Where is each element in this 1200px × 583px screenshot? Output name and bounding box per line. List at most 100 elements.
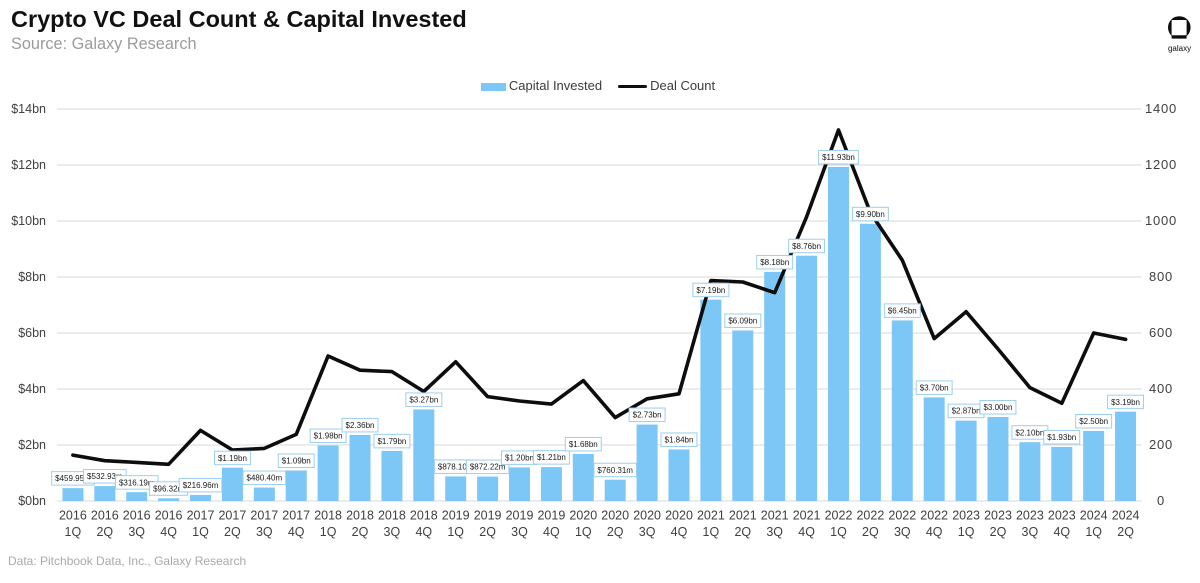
svg-text:3Q: 3Q (639, 525, 656, 539)
svg-text:$2.10bn: $2.10bn (1015, 428, 1044, 437)
svg-text:2019: 2019 (537, 509, 565, 523)
svg-text:$2.36bn: $2.36bn (346, 421, 375, 430)
svg-text:2023: 2023 (984, 509, 1012, 523)
svg-text:2017: 2017 (218, 509, 246, 523)
svg-text:2016: 2016 (91, 509, 119, 523)
svg-text:2024: 2024 (1080, 509, 1108, 523)
svg-text:$6.45bn: $6.45bn (888, 307, 917, 316)
svg-text:3Q: 3Q (894, 525, 911, 539)
svg-text:2023: 2023 (1048, 509, 1076, 523)
svg-text:2020: 2020 (569, 509, 597, 523)
svg-text:2016: 2016 (123, 509, 151, 523)
svg-text:1Q: 1Q (830, 525, 847, 539)
svg-text:$9.90bn: $9.90bn (856, 210, 885, 219)
svg-text:4Q: 4Q (1053, 525, 1070, 539)
svg-text:600: 600 (1149, 325, 1173, 340)
svg-text:$1.20bn: $1.20bn (505, 454, 534, 463)
svg-text:4Q: 4Q (415, 525, 432, 539)
svg-text:$1.79bn: $1.79bn (377, 437, 406, 446)
svg-text:2Q: 2Q (734, 525, 751, 539)
svg-text:$0bn: $0bn (18, 494, 46, 508)
svg-text:1200: 1200 (1145, 157, 1177, 172)
svg-text:2018: 2018 (314, 509, 342, 523)
svg-text:2Q: 2Q (862, 525, 879, 539)
svg-text:$2.73bn: $2.73bn (633, 411, 662, 420)
svg-text:2019: 2019 (442, 509, 470, 523)
svg-text:2018: 2018 (378, 509, 406, 523)
svg-text:2016: 2016 (155, 509, 183, 523)
svg-text:0: 0 (1157, 493, 1165, 508)
svg-text:1Q: 1Q (575, 525, 592, 539)
svg-text:$10bn: $10bn (11, 214, 46, 228)
svg-text:2023: 2023 (1016, 509, 1044, 523)
svg-text:$3.19bn: $3.19bn (1111, 398, 1140, 407)
svg-text:4Q: 4Q (671, 525, 688, 539)
svg-text:2Q: 2Q (607, 525, 624, 539)
svg-text:2Q: 2Q (1117, 525, 1134, 539)
svg-text:2020: 2020 (601, 509, 629, 523)
svg-text:$480.40m: $480.40m (247, 474, 283, 483)
svg-text:$216.96m: $216.96m (183, 481, 219, 490)
svg-text:$2.50bn: $2.50bn (1079, 417, 1108, 426)
svg-text:2018: 2018 (346, 509, 374, 523)
svg-text:2017: 2017 (282, 509, 310, 523)
svg-text:$2.87bn: $2.87bn (952, 407, 981, 416)
svg-text:2021: 2021 (793, 509, 821, 523)
svg-text:$2bn: $2bn (18, 438, 46, 452)
svg-text:1Q: 1Q (447, 525, 464, 539)
svg-text:2022: 2022 (888, 509, 916, 523)
svg-text:2016: 2016 (59, 509, 87, 523)
svg-text:800: 800 (1149, 269, 1173, 284)
svg-text:4Q: 4Q (543, 525, 560, 539)
svg-text:2022: 2022 (825, 509, 853, 523)
svg-text:2022: 2022 (920, 509, 948, 523)
svg-text:$11.93bn: $11.93bn (822, 153, 855, 162)
svg-text:2Q: 2Q (352, 525, 369, 539)
svg-text:2024: 2024 (1112, 509, 1140, 523)
svg-text:$3.27bn: $3.27bn (409, 396, 438, 405)
svg-text:2022: 2022 (856, 509, 884, 523)
svg-text:$878.10m: $878.10m (438, 463, 474, 472)
svg-text:1Q: 1Q (192, 525, 209, 539)
svg-text:2Q: 2Q (224, 525, 241, 539)
svg-text:$1.68bn: $1.68bn (569, 440, 598, 449)
svg-text:2021: 2021 (761, 509, 789, 523)
svg-text:4Q: 4Q (926, 525, 943, 539)
svg-text:200: 200 (1149, 437, 1173, 452)
svg-text:$3.00bn: $3.00bn (983, 403, 1012, 412)
svg-text:4Q: 4Q (798, 525, 815, 539)
svg-text:1Q: 1Q (958, 525, 975, 539)
svg-text:galaxy: galaxy (1168, 44, 1191, 53)
svg-text:$12bn: $12bn (11, 158, 46, 172)
svg-text:400: 400 (1149, 381, 1173, 396)
svg-text:3Q: 3Q (1022, 525, 1039, 539)
svg-text:2021: 2021 (697, 509, 725, 523)
svg-text:1Q: 1Q (65, 525, 82, 539)
svg-text:3Q: 3Q (256, 525, 273, 539)
svg-text:3Q: 3Q (384, 525, 401, 539)
svg-text:$4bn: $4bn (18, 382, 46, 396)
svg-text:$3.70bn: $3.70bn (920, 384, 949, 393)
svg-text:$532.93m: $532.93m (87, 472, 123, 481)
svg-text:2019: 2019 (474, 509, 502, 523)
svg-text:2021: 2021 (729, 509, 757, 523)
svg-text:1000: 1000 (1145, 213, 1177, 228)
svg-text:$96.32m: $96.32m (153, 484, 184, 493)
svg-text:$14bn: $14bn (11, 102, 46, 116)
svg-text:3Q: 3Q (128, 525, 145, 539)
svg-text:$1.84bn: $1.84bn (665, 436, 694, 445)
svg-text:$760.31m: $760.31m (597, 466, 633, 475)
svg-text:2017: 2017 (250, 509, 278, 523)
svg-text:2Q: 2Q (96, 525, 113, 539)
svg-text:1Q: 1Q (1085, 525, 1102, 539)
svg-text:$459.95m: $459.95m (55, 474, 91, 483)
svg-text:$6bn: $6bn (18, 326, 46, 340)
svg-text:$7.19bn: $7.19bn (696, 286, 725, 295)
svg-text:4Q: 4Q (288, 525, 305, 539)
svg-text:$8bn: $8bn (18, 270, 46, 284)
svg-text:2023: 2023 (952, 509, 980, 523)
svg-text:$1.21bn: $1.21bn (537, 453, 566, 462)
svg-text:2020: 2020 (633, 509, 661, 523)
svg-text:3Q: 3Q (511, 525, 528, 539)
svg-text:$8.18bn: $8.18bn (760, 258, 789, 267)
